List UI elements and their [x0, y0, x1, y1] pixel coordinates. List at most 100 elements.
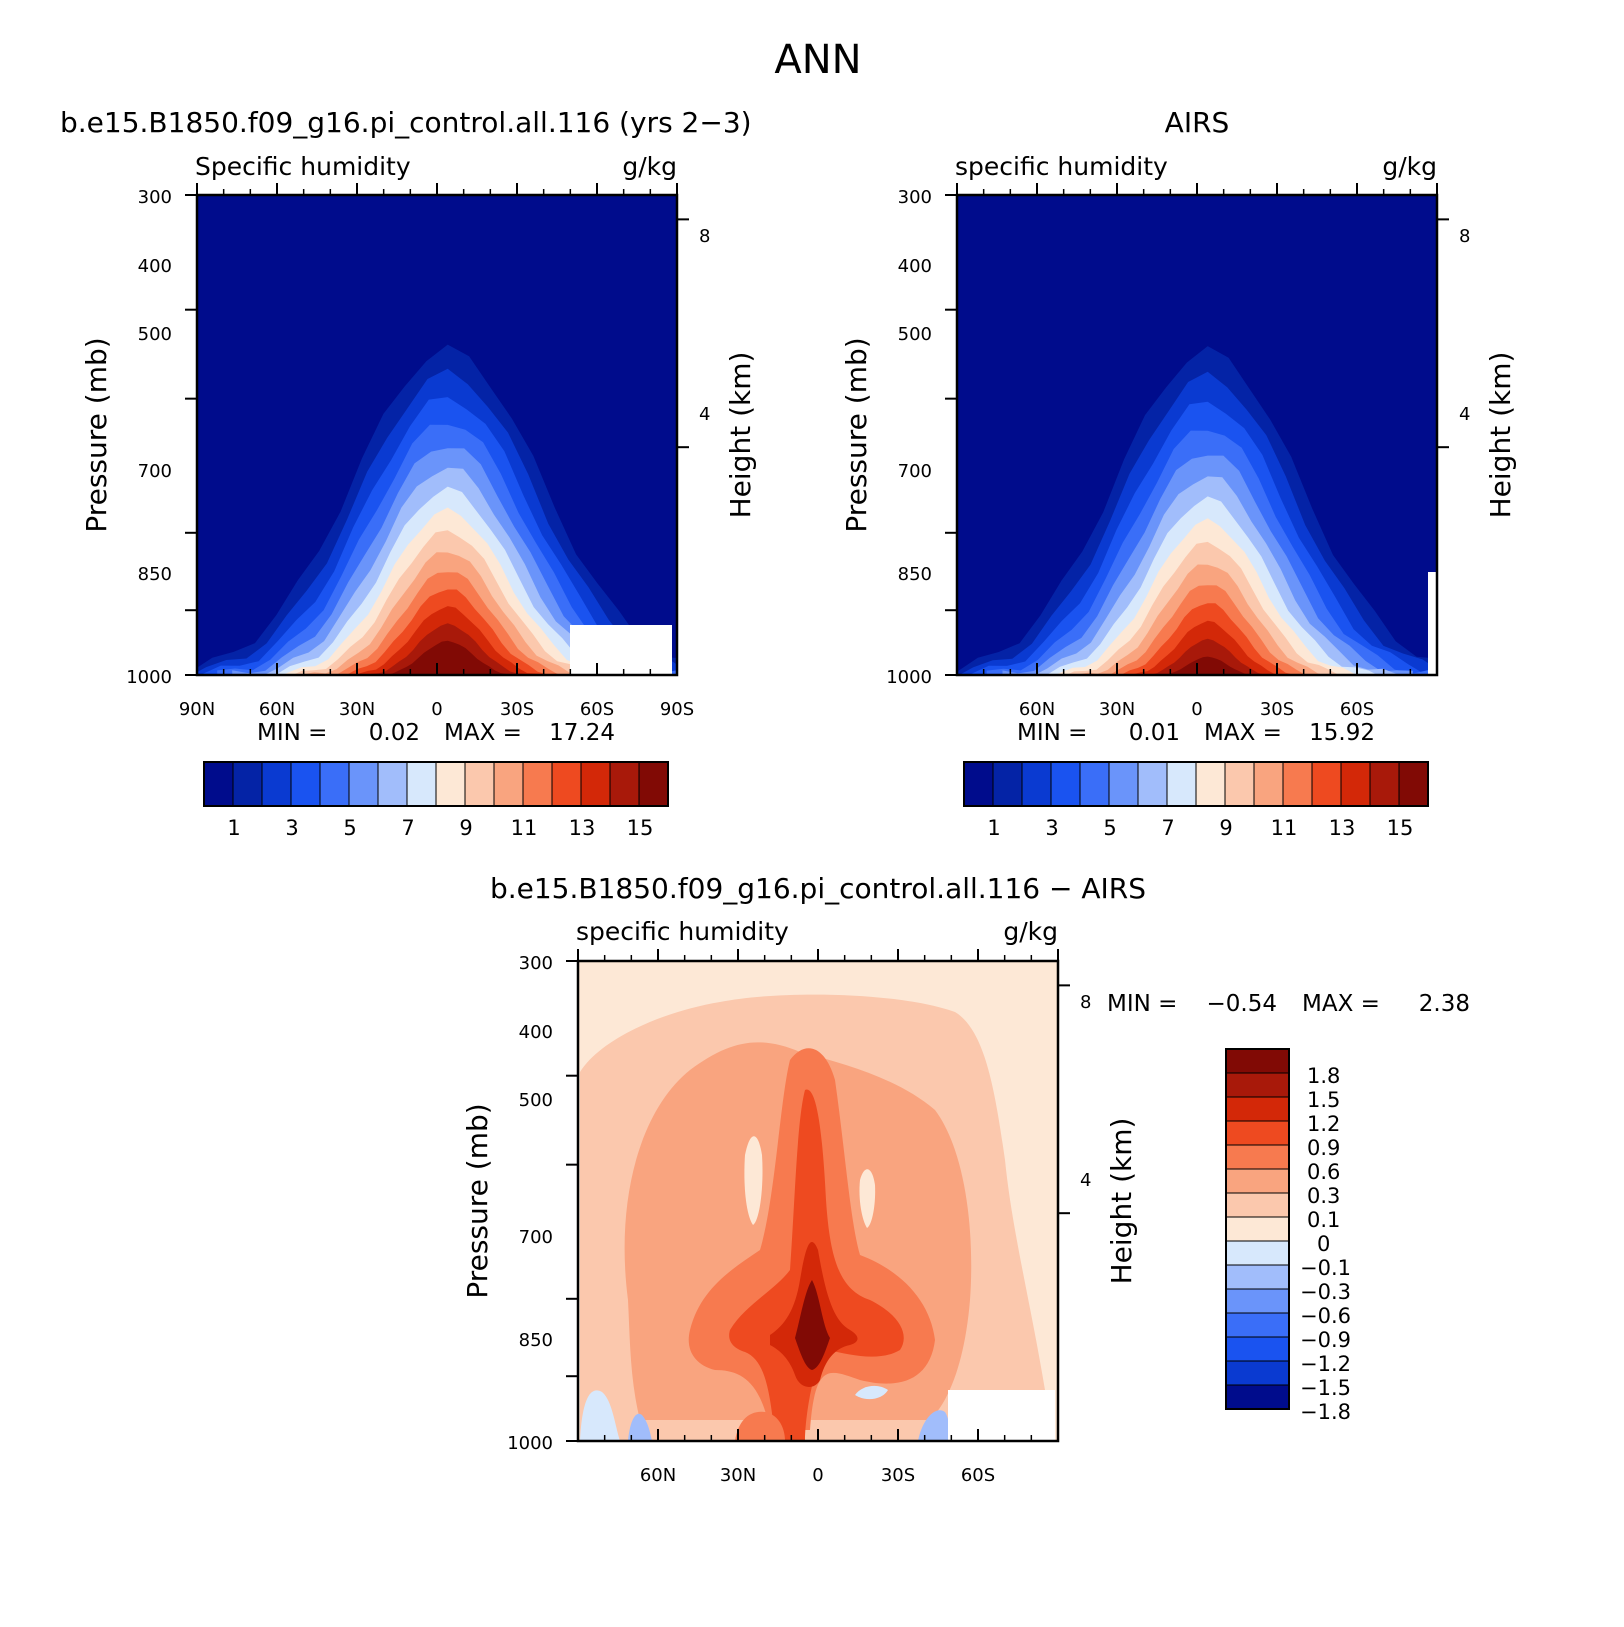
- panel-diff-ytick-1000: 1000: [507, 1433, 553, 1454]
- panel-diff-xtick-60N: 60N: [640, 1465, 676, 1486]
- colorbar-box-6: [1137, 761, 1168, 807]
- panel-diff-max-label: MAX =: [1302, 991, 1380, 1017]
- panel-model-cbar-label-3: 3: [285, 816, 298, 840]
- colorbar-box-8: [1195, 761, 1226, 807]
- diff-colorbar-box-2: [1225, 1096, 1290, 1122]
- panel-obs-cbar-label-9: 9: [1219, 816, 1232, 840]
- panel-model-ytick-1000: 1000: [126, 667, 172, 688]
- colorbar-box-1: [992, 761, 1023, 807]
- diff-region-negative-mid: [855, 1385, 888, 1400]
- colorbar-box-12: [551, 761, 582, 807]
- panel-obs-y2tick-4: 4: [1459, 404, 1470, 425]
- panel-diff-xtick-30S: 30S: [881, 1465, 915, 1486]
- panel-obs-xtick-60N: 60N: [1019, 699, 1055, 720]
- panel-obs-cbar-label-3: 3: [1045, 816, 1058, 840]
- diff-colorbar-box-0: [1225, 1048, 1290, 1074]
- panel-diff-y2tick-4: 4: [1080, 1170, 1091, 1191]
- panel-model-cbar-label-13: 13: [569, 816, 596, 840]
- panel-model-xtick-60N: 60N: [259, 699, 295, 720]
- panel-obs-xtick-30S: 30S: [1260, 699, 1294, 720]
- panel-obs-ytick-300: 300: [898, 187, 932, 208]
- panel-obs-xtick-0: 0: [1191, 699, 1202, 720]
- colorbar-box-12: [1311, 761, 1342, 807]
- colorbar-box-15: [1398, 761, 1429, 807]
- panel-model-ytick-850: 850: [138, 564, 172, 585]
- panel-obs-contour-field: [957, 195, 1437, 675]
- panel-model-max-label: MAX =: [444, 720, 522, 746]
- panel-obs-cbar-label-7: 7: [1161, 816, 1174, 840]
- panel-obs-ytick-500: 500: [898, 324, 932, 345]
- panel-model-max: 17.24: [549, 720, 615, 746]
- colorbar-box-11: [1282, 761, 1313, 807]
- diff-colorbar-box-8: [1225, 1240, 1290, 1266]
- panel-obs-xtick-30N: 30N: [1099, 699, 1135, 720]
- panel-diff-cbar-label-12: −0.9: [1300, 1328, 1351, 1352]
- panel-model-cbar-label-15: 15: [627, 816, 654, 840]
- colorbar-box-3: [1050, 761, 1081, 807]
- contour-level-15: [1165, 656, 1250, 675]
- panel-diff-max: 2.38: [1419, 991, 1470, 1017]
- panel-model-xtick-30N: 30N: [339, 699, 375, 720]
- panel-obs-min-label: MIN =: [1017, 720, 1087, 746]
- panel-obs-units: g/kg: [1382, 152, 1437, 181]
- colorbar-box-15: [638, 761, 669, 807]
- panel-diff-xtick-60S: 60S: [961, 1465, 995, 1486]
- colorbar-box-14: [609, 761, 640, 807]
- colorbar-box-13: [580, 761, 611, 807]
- diff-colorbar-box-1: [1225, 1072, 1290, 1098]
- panel-obs-case-title: AIRS: [1165, 106, 1230, 139]
- panel-obs-min: 0.01: [1129, 720, 1180, 746]
- diff-region-lower-left-0.6: [735, 1411, 785, 1441]
- panel-diff-colorbar: [1225, 1048, 1290, 1410]
- panel-diff-cbar-label-14: −1.5: [1300, 1376, 1351, 1400]
- panel-diff-cbar-label-7: 0.1: [1307, 1208, 1340, 1232]
- panel-model: b.e15.B1850.f09_g16.pi_control.all.116 (…: [60, 106, 757, 840]
- colorbar-box-11: [522, 761, 553, 807]
- diff-colorbar-box-13: [1225, 1360, 1290, 1386]
- panel-obs-ytick-1000: 1000: [886, 667, 932, 688]
- panel-diff-cbar-label-13: −1.2: [1300, 1352, 1351, 1376]
- colorbar-box-2: [261, 761, 292, 807]
- diff-colorbar-box-6: [1225, 1192, 1290, 1218]
- panel-diff-xtick-30N: 30N: [720, 1465, 756, 1486]
- colorbar-box-2: [1021, 761, 1052, 807]
- panel-obs: AIRS specific humidity g/kg 300 400 500 …: [840, 106, 1517, 840]
- panel-model-min-label: MIN =: [257, 720, 327, 746]
- panel-diff-contour-field: [578, 961, 1058, 1441]
- panel-obs-xtick-60S: 60S: [1340, 699, 1374, 720]
- panel-model-ytick-500: 500: [138, 324, 172, 345]
- colorbar-box-7: [1166, 761, 1197, 807]
- panel-obs-colorbar: [963, 761, 1429, 807]
- panel-model-xtick-90S: 90S: [660, 699, 694, 720]
- diff-colorbar-box-12: [1225, 1336, 1290, 1362]
- panel-diff-case-title: b.e15.B1850.f09_g16.pi_control.all.116 −…: [490, 872, 1146, 905]
- contour-level-15: [386, 640, 513, 675]
- panel-obs-cbar-label-1: 1: [987, 816, 1000, 840]
- panel-model-cbar-label-7: 7: [401, 816, 414, 840]
- panel-diff-cbar-label-15: −1.8: [1300, 1400, 1351, 1424]
- figure-title: ANN: [774, 37, 861, 83]
- panel-obs-ylabel: Pressure (mb): [840, 337, 873, 532]
- panel-diff-ytick-300: 300: [519, 953, 553, 974]
- diff-region-negative-right: [918, 1410, 950, 1441]
- panel-obs-max-label: MAX =: [1204, 720, 1282, 746]
- panel-obs-max: 15.92: [1309, 720, 1375, 746]
- diff-region-negative-blue: [628, 1413, 652, 1441]
- colorbar-outline: [203, 761, 669, 807]
- panel-model-ticks: [185, 183, 689, 676]
- panel-model-y2label: Height (km): [724, 352, 757, 519]
- panel-obs-variable: specific humidity: [955, 152, 1168, 181]
- panel-obs-cbar-label-13: 13: [1329, 816, 1356, 840]
- diff-region-blob-right: [859, 1169, 876, 1228]
- colorbar-box-1: [232, 761, 263, 807]
- panel-model-xtick-90N: 90N: [179, 699, 215, 720]
- panel-diff-cbar-label-11: −0.6: [1300, 1304, 1351, 1328]
- colorbar-box-10: [493, 761, 524, 807]
- colorbar-box-5: [1108, 761, 1139, 807]
- diff-region-negative-pale: [580, 1390, 620, 1441]
- panel-model-xtick-0: 0: [431, 699, 442, 720]
- panel-obs-cbar-label-5: 5: [1103, 816, 1116, 840]
- panel-model-units: g/kg: [622, 152, 677, 181]
- panel-diff-missing-data: [948, 1390, 1055, 1441]
